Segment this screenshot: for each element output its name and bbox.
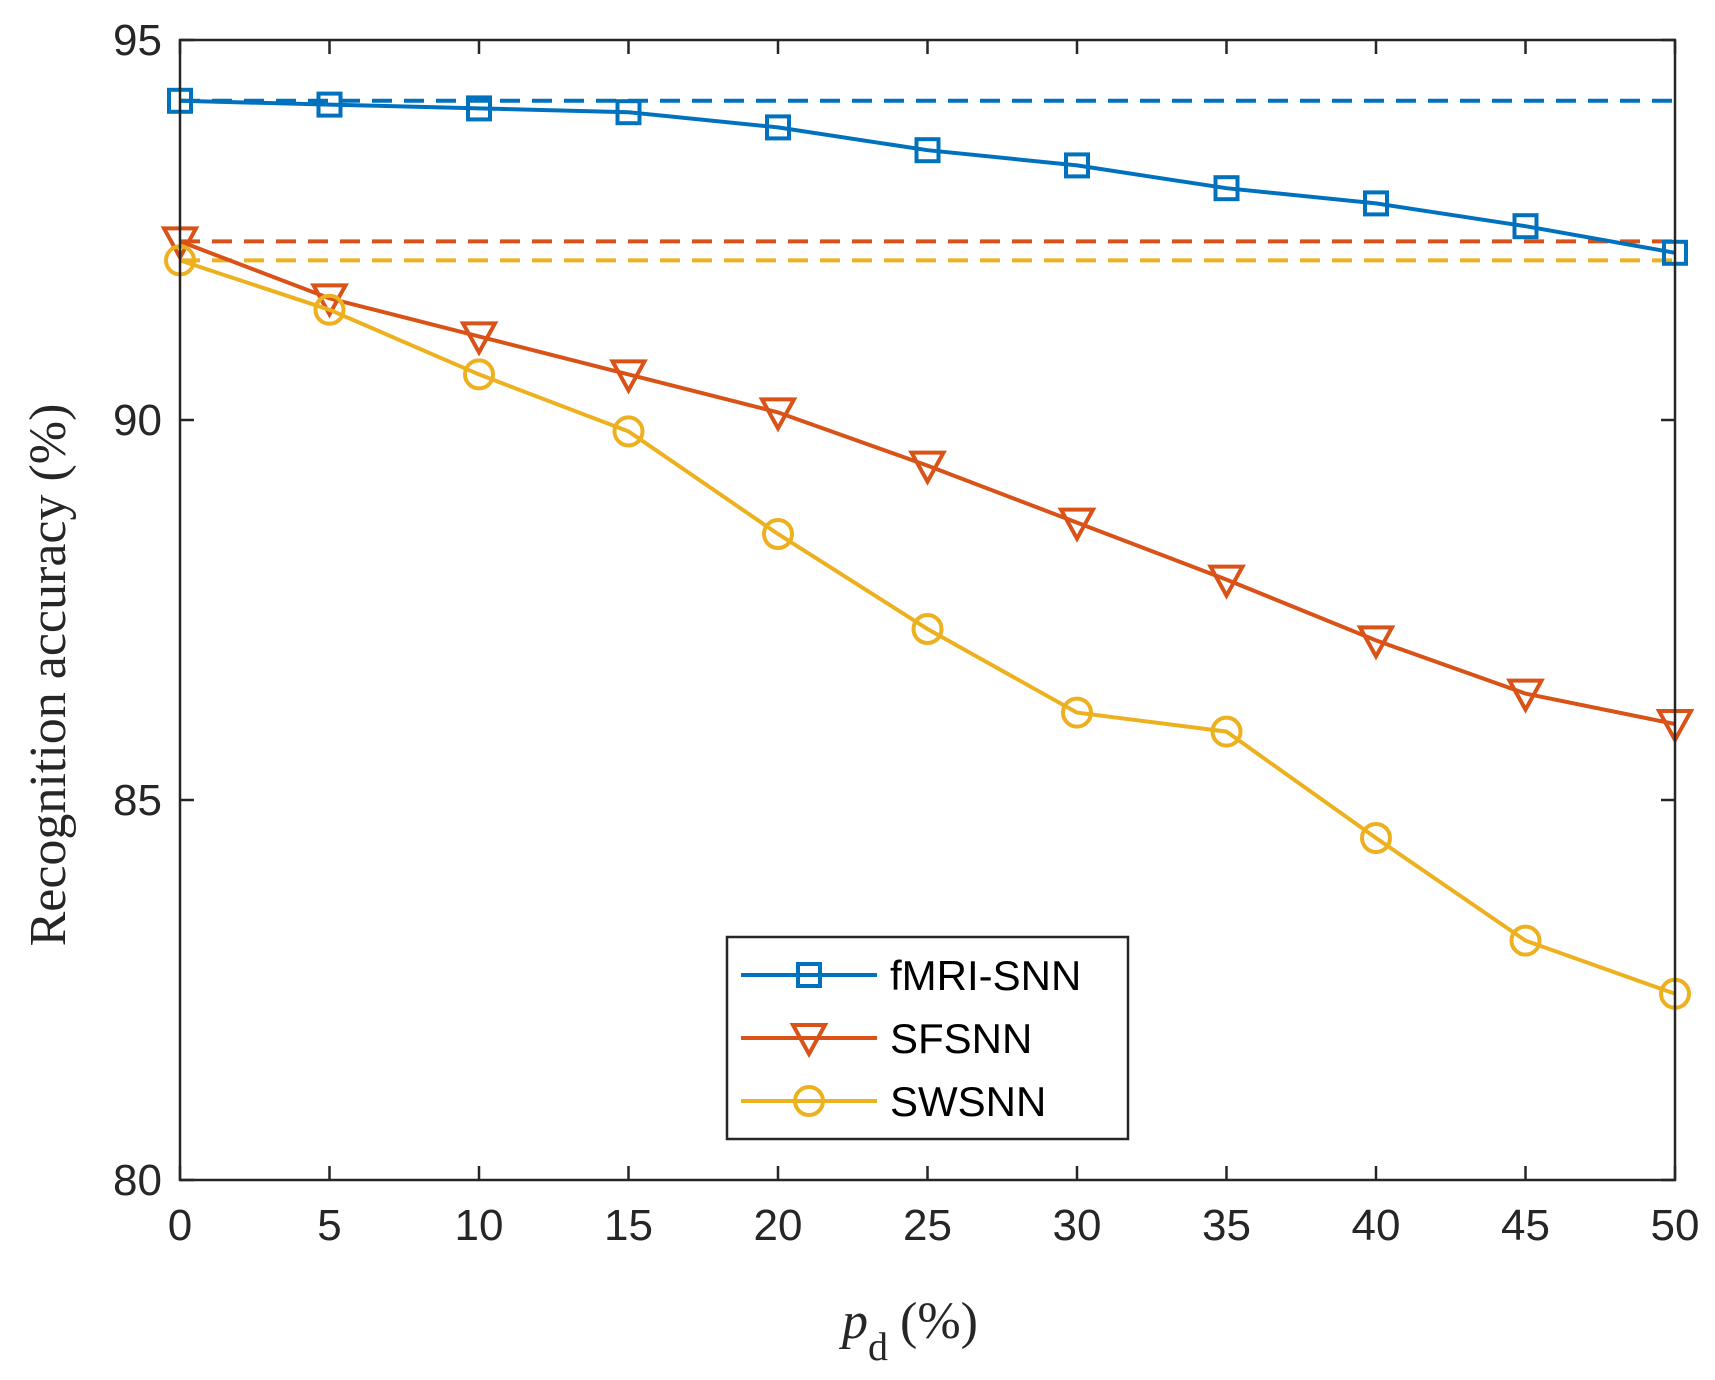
x-tick-label: 5 [317,1201,341,1250]
y-tick-label: 95 [113,16,162,65]
x-tick-label: 0 [168,1201,192,1250]
data-point-sfsnn [1356,625,1396,661]
data-point-swsnn [1061,696,1093,729]
y-axis-title: Recognition accuracy (%) [20,404,77,947]
data-point-swsnn [911,613,944,645]
x-tick-label: 50 [1651,1201,1700,1250]
data-point-fmri-snn [1363,190,1389,217]
data-point-swsnn [313,293,346,326]
y-tick-label: 90 [113,396,162,445]
data-point-sfsnn [758,397,798,433]
data-point-swsnn [1210,715,1243,748]
x-axis-title: pd (%) [838,1293,978,1369]
data-point-fmri-snn [615,99,642,126]
x-tick-label: 30 [1053,1201,1102,1250]
legend-item-sfsnn: SFSNN [741,1015,1032,1062]
x-tick-label: 45 [1501,1201,1550,1250]
series-line-swsnn [179,258,1676,996]
data-point-swsnn [1360,822,1392,854]
data-point-swsnn [1509,924,1542,957]
series-line-fmri-snn [179,98,1676,255]
data-point-swsnn [612,415,645,448]
series-line-sfsnn [179,239,1676,726]
x-tick-label: 25 [903,1201,952,1250]
legend-marker-sfsnn [789,1023,829,1059]
x-tick-label: 20 [754,1201,803,1250]
data-point-swsnn [762,518,794,550]
legend-marker-swsnn [793,1085,825,1117]
data-point-fmri-snn [1064,152,1090,179]
legend-label-sfsnn: SFSNN [890,1015,1032,1062]
data-point-fmri-snn [765,114,791,141]
data-point-sfsnn [908,450,947,486]
x-axis-title-unit: (%) [900,1293,978,1350]
legend-item-fmri-snn: fMRI-SNN [741,952,1081,999]
data-point-fmri-snn [914,137,941,164]
data-point-sfsnn [609,359,648,395]
baselines [180,98,1675,263]
legend-marker-fmri-snn [796,962,822,988]
data-point-fmri-snn [1213,175,1240,202]
series-lines [160,87,1695,1010]
data-point-fmri-snn [466,95,492,122]
x-tick-label: 10 [455,1201,504,1250]
series-sfsnn [160,226,1695,745]
y-tick-label: 80 [113,1156,162,1205]
data-point-sfsnn [1207,564,1246,600]
legend: fMRI-SNN SFSNN SWSNN [725,935,1130,1141]
series-fmri-snn [167,87,1688,266]
x-axis-title-subscript: d [868,1324,888,1369]
x-tick-label: 40 [1352,1201,1401,1250]
data-point-fmri-snn [1512,213,1539,240]
x-tick-label: 15 [604,1201,653,1250]
data-point-swsnn [463,358,495,391]
x-axis-title-main: p [838,1293,868,1350]
legend-label-fmri-snn: fMRI-SNN [890,952,1081,999]
ticks: 0 5 10 15 20 25 30 35 40 45 50 80 85 90 95 [113,16,1699,1250]
data-point-sfsnn [1057,507,1097,543]
y-tick-label: 85 [113,776,162,825]
data-point-sfsnn [459,321,499,357]
x-tick-label: 35 [1202,1201,1251,1250]
data-point-sfsnn [1506,678,1545,714]
data-point-fmri-snn [316,91,343,118]
legend-label-swsnn: SWSNN [890,1078,1046,1125]
legend-item-swsnn: SWSNN [741,1078,1046,1125]
